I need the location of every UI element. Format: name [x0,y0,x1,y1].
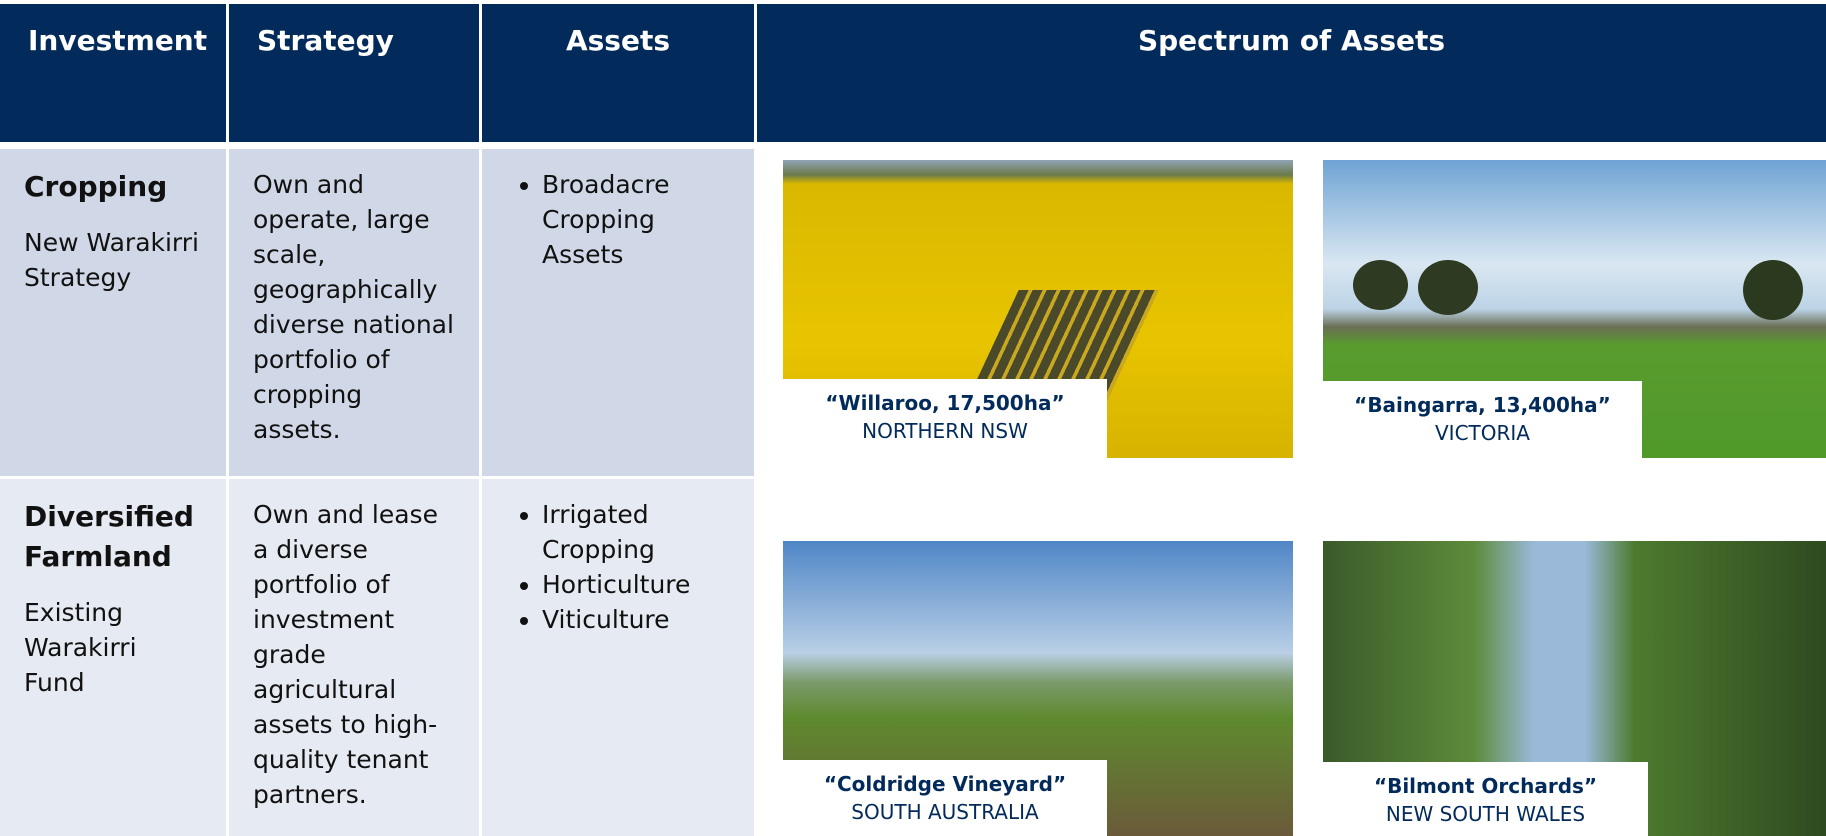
investment-subtitle: Existing Warakirri Fund [24,595,202,700]
header-strategy: Strategy [229,4,479,142]
asset-item: Broadacre Cropping Assets [542,167,730,272]
photo-detail [1418,260,1478,315]
asset-item: Viticulture [542,602,730,637]
photo-caption: “Baingarra, 13,400ha” VICTORIA [1323,381,1642,458]
caption-location: SOUTH AUSTRALIA [851,800,1038,824]
header-assets: Assets [482,4,754,142]
caption-location: NORTHERN NSW [862,419,1028,443]
caption-name: “Baingarra, 13,400ha” [1323,391,1642,419]
caption-name: “Bilmont Orchards” [1323,772,1648,800]
investment-cell: Diversified Farmland Existing Warakirri … [0,479,226,836]
assets-cell: Irrigated Cropping Horticulture Viticult… [482,479,754,836]
asset-item: Irrigated Cropping [542,497,730,567]
strategy-text: Own and lease a diverse portfolio of inv… [253,497,455,812]
photo-caption: “Coldridge Vineyard” SOUTH AUSTRALIA [783,760,1107,836]
caption-location: VICTORIA [1435,421,1530,445]
photo-caption: “Willaroo, 17,500ha” NORTHERN NSW [783,379,1107,458]
header-investment: Investment [0,4,226,142]
investment-title: Cropping [24,167,202,207]
caption-name: “Willaroo, 17,500ha” [783,389,1107,417]
photo-caption: “Bilmont Orchards” NEW SOUTH WALES [1323,762,1648,836]
caption-name: “Coldridge Vineyard” [783,770,1107,798]
assets-cell: Broadacre Cropping Assets [482,149,754,476]
investment-cell: Cropping New Warakirri Strategy [0,149,226,476]
strategy-cell: Own and lease a diverse portfolio of inv… [229,479,479,836]
page: Investment Strategy Assets Spectrum of A… [0,0,1826,836]
photo-detail [1353,260,1408,310]
strategy-text: Own and operate, large scale, geographic… [253,167,455,447]
asset-list: Irrigated Cropping Horticulture Viticult… [506,497,730,637]
asset-list: Broadacre Cropping Assets [506,167,730,272]
asset-item: Horticulture [542,567,730,602]
investment-subtitle: New Warakirri Strategy [24,225,202,295]
strategy-cell: Own and operate, large scale, geographic… [229,149,479,476]
header-spectrum: Spectrum of Assets [757,4,1826,142]
investment-title: Diversified Farmland [24,497,202,577]
caption-location: NEW SOUTH WALES [1386,802,1585,826]
photo-detail [1743,260,1803,320]
